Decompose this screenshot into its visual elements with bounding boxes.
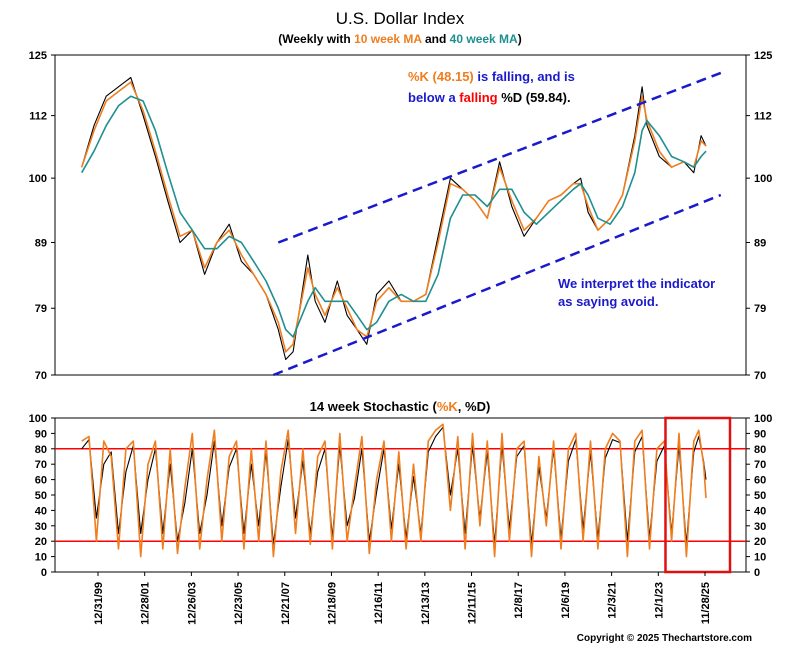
stoch-title-k: %K	[437, 399, 459, 414]
annotation-d-line: below a falling %D (59.84).	[408, 90, 571, 105]
annotation-d-value: %D (59.84).	[498, 90, 571, 105]
x-tick-label: 11/28/25	[700, 582, 712, 624]
stoch-y-tick-right: 10	[754, 552, 766, 564]
x-tick-label: 12/13/13	[420, 582, 432, 625]
price-y-tick-left: 112	[29, 111, 47, 123]
stoch-y-tick-right: 100	[754, 413, 772, 425]
x-tick-label: 12/3/21	[607, 582, 619, 619]
price-y-tick-left: 70	[35, 370, 47, 382]
price-y-tick-right: 79	[754, 303, 766, 315]
x-tick-label: 12/11/15	[467, 582, 479, 624]
price-y-tick-right: 125	[754, 50, 772, 62]
annotation-is-falling: is falling, and is	[474, 69, 575, 84]
annotation-k-value: %K (48.15)	[408, 69, 474, 84]
stoch-y-tick-left: 10	[35, 552, 47, 564]
stoch-y-tick-right: 20	[754, 536, 766, 548]
stoch-title-pre: 14 week Stochastic (	[310, 399, 438, 414]
stoch-title-post: )	[486, 399, 490, 414]
series-stoch-d-line	[81, 426, 707, 545]
copyright: Copyright © 2025 Thechartstore.com	[577, 633, 752, 644]
stoch-y-tick-right: 50	[754, 490, 766, 502]
price-y-tick-left: 125	[29, 50, 47, 62]
stoch-title-sep: ,	[458, 399, 465, 414]
stoch-y-tick-left: 100	[29, 413, 47, 425]
subtitle-post: )	[518, 32, 522, 46]
channel-lower-line	[272, 193, 722, 377]
stoch-y-tick-left: 60	[35, 475, 47, 487]
stoch-y-tick-left: 70	[35, 459, 47, 471]
stoch-y-tick-right: 90	[754, 428, 766, 440]
annotation-k-line: %K (48.15) is falling, and is	[408, 69, 575, 84]
series-40wk-ma-line	[81, 95, 707, 338]
stoch-title-d: %D	[465, 399, 486, 414]
stoch-y-tick-left: 90	[35, 428, 47, 440]
stoch-y-tick-right: 40	[754, 505, 766, 517]
subtitle-ma40: 40 week MA	[450, 32, 518, 46]
stoch-y-tick-right: 60	[754, 475, 766, 487]
x-tick-label: 12/18/09	[326, 582, 338, 625]
x-tick-label: 12/31/99	[93, 582, 105, 625]
x-tick-label: 12/26/03	[186, 582, 198, 625]
x-tick-label: 12/1/23	[653, 582, 665, 619]
x-tick-label: 12/28/01	[140, 582, 152, 625]
x-tick-label: 12/16/11	[373, 582, 385, 624]
stochastic-title: 14 week Stochastic (%K, %D)	[310, 399, 491, 414]
chart-title: U.S. Dollar Index	[336, 9, 465, 28]
stoch-y-tick-right: 30	[754, 521, 766, 533]
x-tick-label: 12/21/07	[280, 582, 292, 625]
annotation-interpret-line1: We interpret the indicator	[558, 276, 715, 291]
series-10wk-ma-line	[80, 81, 707, 353]
stoch-y-tick-left: 80	[35, 444, 47, 456]
price-y-tick-right: 70	[754, 370, 766, 382]
price-y-tick-left: 89	[35, 237, 47, 249]
stoch-y-tick-right: 0	[754, 567, 760, 579]
stoch-y-tick-left: 20	[35, 536, 47, 548]
annotation-falling-word: falling	[459, 90, 497, 105]
subtitle-mid: and	[422, 32, 450, 46]
price-y-tick-right: 112	[754, 111, 772, 123]
subtitle-ma10: 10 week MA	[354, 32, 422, 46]
highlight-box	[664, 416, 732, 574]
stoch-y-tick-right: 70	[754, 459, 766, 471]
stoch-y-tick-left: 30	[35, 521, 47, 533]
stoch-y-tick-left: 40	[35, 505, 47, 517]
stoch-y-tick-left: 0	[41, 567, 47, 579]
chart-subtitle: (Weekly with 10 week MA and 40 week MA)	[278, 32, 521, 46]
price-y-tick-left: 79	[35, 303, 47, 315]
stoch-y-tick-left: 50	[35, 490, 47, 502]
x-tick-label: 12/6/19	[560, 582, 572, 619]
price-y-tick-left: 100	[29, 173, 47, 185]
annotation-below-a: below a	[408, 90, 459, 105]
subtitle-pre: (Weekly with	[278, 32, 354, 46]
annotation-interpret-line2: as saying avoid.	[558, 294, 658, 309]
stoch-y-tick-right: 80	[754, 444, 766, 456]
x-tick-label: 12/8/17	[513, 582, 525, 619]
price-y-tick-right: 89	[754, 237, 766, 249]
x-tick-label: 12/23/05	[233, 582, 245, 625]
series-stoch-k-line	[81, 423, 707, 558]
price-y-tick-right: 100	[754, 173, 772, 185]
